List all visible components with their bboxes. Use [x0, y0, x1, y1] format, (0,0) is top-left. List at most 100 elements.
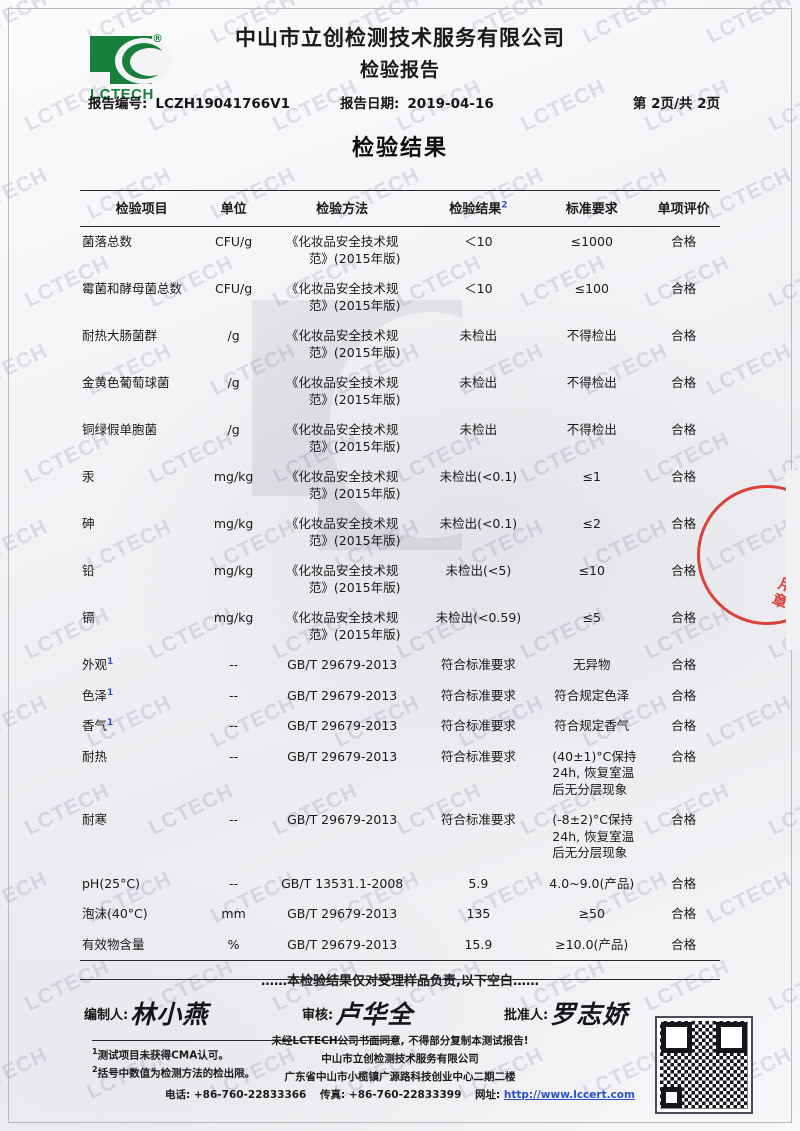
table-row: 有效物含量% GB/T 29679-2013 15.9 ≥10.0(产品) 合格 — [80, 930, 720, 961]
cell-method: 《化妆品安全技术规 范》(2015年版) — [264, 603, 421, 650]
inspection-results-table: 检验项目 单位 检验方法 检验结果2 标准要求 单项评价 菌落总数 CFU/g 《化… — [80, 190, 720, 991]
cell-evaluation: 合格 — [671, 375, 697, 390]
report-header: ® LCTECH 中山市立创检测技术服务有限公司 检验报告 报告编号: LCZH1… — [80, 0, 720, 112]
col-header-unit: 单位 — [203, 190, 264, 227]
footnote-item-marker: 1 — [92, 1047, 98, 1057]
cell-unit: -- — [229, 657, 239, 672]
report-number-value: LCZH19041766V1 — [155, 96, 290, 112]
section-title: 检验结果 — [351, 136, 448, 161]
col-header-method: 检验方法 — [263, 190, 421, 227]
cell-unit: -- — [229, 748, 239, 764]
cell-result: 未检出(<0.1) — [439, 516, 518, 531]
cell-method-line2: 范》(2015年版) — [308, 438, 401, 454]
cell-unit: % — [227, 936, 240, 952]
logo-wordmark: LCTECH — [90, 86, 154, 103]
table-row: 铅 mg/kg 《化妆品安全技术规 范》(2015年版) 未检出(<5) ≤10 合格 — [80, 556, 720, 603]
report-meta-row: 报告编号: LCZH19041766V1 报告日期: 2019-04-16 第 2页… — [80, 92, 720, 114]
prepared-by-label: 编制人: — [84, 1008, 129, 1023]
cell-method: 《化妆品安全技术规 范》(2015年版) — [264, 509, 421, 556]
cell-standard: 无异物 — [573, 657, 611, 672]
cell-method: GB/T 29679-2013 — [287, 812, 398, 828]
cell-unit: mg/kg — [213, 469, 254, 484]
cell-unit: -- — [229, 875, 239, 891]
cell-method: GB/T 29679-2013 — [287, 906, 398, 922]
cell-evaluation: 合格 — [671, 422, 697, 437]
cell-method: 《化妆品安全技术规 范》(2015年版) — [264, 462, 421, 509]
cell-result: 未检出 — [459, 375, 498, 390]
cell-standard-line: 后无分层现象 — [552, 781, 628, 797]
cell-result: 15.9 — [464, 936, 493, 952]
cell-unit: -- — [229, 812, 239, 828]
footer-contact-line: 电话: +86-760-22833366 传真: +86-760-2283339… — [0, 1086, 800, 1104]
cell-item: 汞 — [82, 469, 95, 484]
report-date: 报告日期: 2019-04-16 — [340, 92, 494, 112]
table-body: 菌落总数 CFU/g 《化妆品安全技术规 范》(2015年版) ＜10 ≤1000 合格 霉菌… — [80, 227, 720, 961]
approved-by-signature: 罗志娇 — [550, 1000, 629, 1029]
company-name: 中山市立创检测技术服务有限公司 — [235, 26, 565, 50]
cell-evaluation: 合格 — [671, 718, 697, 734]
report-date-label: 报告日期: — [340, 96, 400, 112]
cell-item: 铅 — [82, 563, 95, 578]
col-header-result-footnote-marker: 2 — [501, 200, 508, 211]
cell-standard: (-8±2)°C保持 24h, 恢复室温 后无分层现象 — [536, 805, 647, 869]
table-row: 香气1 -- GB/T 29679-2013 符合标准要求 符合规定香气 合格 — [80, 711, 720, 742]
table-row: 镉 mg/kg 《化妆品安全技术规 范》(2015年版) 未检出(<0.59) ≤5 合格 — [80, 603, 720, 650]
cell-method: GB/T 29679-2013 — [287, 748, 398, 764]
cell-standard: 符合规定香气 — [554, 718, 630, 734]
page-indicator: 第 2页/共 2页 — [632, 96, 720, 112]
cell-result: 符合标准要求 — [440, 687, 516, 703]
cell-unit: CFU/g — [214, 234, 253, 249]
cell-unit: mg/kg — [213, 516, 254, 531]
col-header-item: 检验项目 — [80, 190, 204, 227]
col-header-evaluation: 单项评价 — [647, 190, 720, 227]
cell-method: 《化妆品安全技术规 范》(2015年版) — [264, 321, 421, 368]
cell-evaluation: 合格 — [671, 875, 697, 891]
cell-result: 符合标准要求 — [440, 657, 516, 672]
cell-item: 色泽1 — [82, 687, 114, 703]
signature-band: 编制人:林小燕 审核:卢华全 批准人:罗志娇 — [80, 979, 720, 1037]
cell-item: 金黄色葡萄球菌 — [82, 375, 170, 390]
cell-standard: ≤5 — [582, 610, 601, 625]
cell-standard: 不得检出 — [566, 375, 617, 390]
cell-evaluation: 合格 — [671, 812, 697, 828]
cell-method: 《化妆品安全技术规 范》(2015年版) — [264, 227, 421, 275]
cell-unit: -- — [229, 687, 239, 703]
table-row: 金黄色葡萄球菌/g 《化妆品安全技术规 范》(2015年版) 未检出 不得检出 合格 — [80, 368, 720, 415]
cell-evaluation: 合格 — [671, 936, 697, 952]
cell-method: GB/T 29679-2013 — [287, 687, 398, 703]
col-header-standard: 标准要求 — [536, 190, 648, 227]
approved-by: 批准人:罗志娇 — [504, 991, 629, 1029]
footnote-item: 2括号中数值为检测方法的检出限。 — [92, 1065, 256, 1080]
cell-standard: ≤2 — [582, 516, 601, 531]
page-footer: 未经LCTECH公司书面同意, 不得部分复制本测试报告! 中山市立创检测技术服务… — [0, 1032, 800, 1104]
cell-method-line2: 范》(2015年版) — [308, 250, 401, 266]
footer-website-link[interactable]: http://www.lccert.com — [503, 1089, 635, 1102]
qr-code-icon[interactable] — [655, 1016, 753, 1114]
prepared-by: 编制人:林小燕 — [84, 991, 208, 1029]
lctech-logo-icon: ® LCTECH — [90, 32, 173, 108]
footer-address: 广东省中山市小榄镇广源路科技创业中心二期二楼 — [284, 1071, 516, 1084]
cell-standard-line: (-8±2)°C保持 — [552, 812, 633, 828]
cell-evaluation: 合格 — [671, 906, 697, 922]
table-row: 汞 mg/kg 《化妆品安全技术规 范》(2015年版) 未检出(<0.1) ≤1 合格 — [80, 462, 720, 509]
cell-evaluation: 合格 — [671, 748, 697, 764]
cell-result: 未检出(<0.1) — [439, 469, 518, 484]
cell-unit: CFU/g — [214, 281, 253, 296]
reviewed-by-label: 审核: — [302, 1008, 334, 1023]
cell-standard: ≤100 — [574, 281, 609, 296]
stamp-clip-mask — [786, 470, 800, 650]
approved-by-label: 批准人: — [504, 1008, 549, 1023]
cell-result: 135 — [466, 906, 491, 922]
table-row: 耐热大肠菌群/g 《化妆品安全技术规 范》(2015年版) 未检出 不得检出 合格 — [80, 321, 720, 368]
cell-evaluation: 合格 — [671, 657, 697, 672]
footer-tel-value: +86-760-22833366 — [193, 1089, 307, 1102]
cell-item: 香气1 — [82, 718, 114, 734]
footer-fax-label: 传真: — [320, 1089, 346, 1102]
table-row: 色泽1 -- GB/T 29679-2013 符合标准要求 符合规定色泽 合格 — [80, 681, 720, 712]
cell-item: pH(25°C) — [82, 875, 140, 891]
footer-company-name: 中山市立创检测技术服务有限公司 — [321, 1053, 479, 1066]
report-kind-title: 检验报告 — [359, 59, 440, 81]
table-header-row: 检验项目 单位 检验方法 检验结果2 标准要求 单项评价 — [80, 190, 720, 227]
cell-evaluation: 合格 — [671, 234, 697, 249]
cell-method-line2: 范》(2015年版) — [308, 297, 401, 313]
